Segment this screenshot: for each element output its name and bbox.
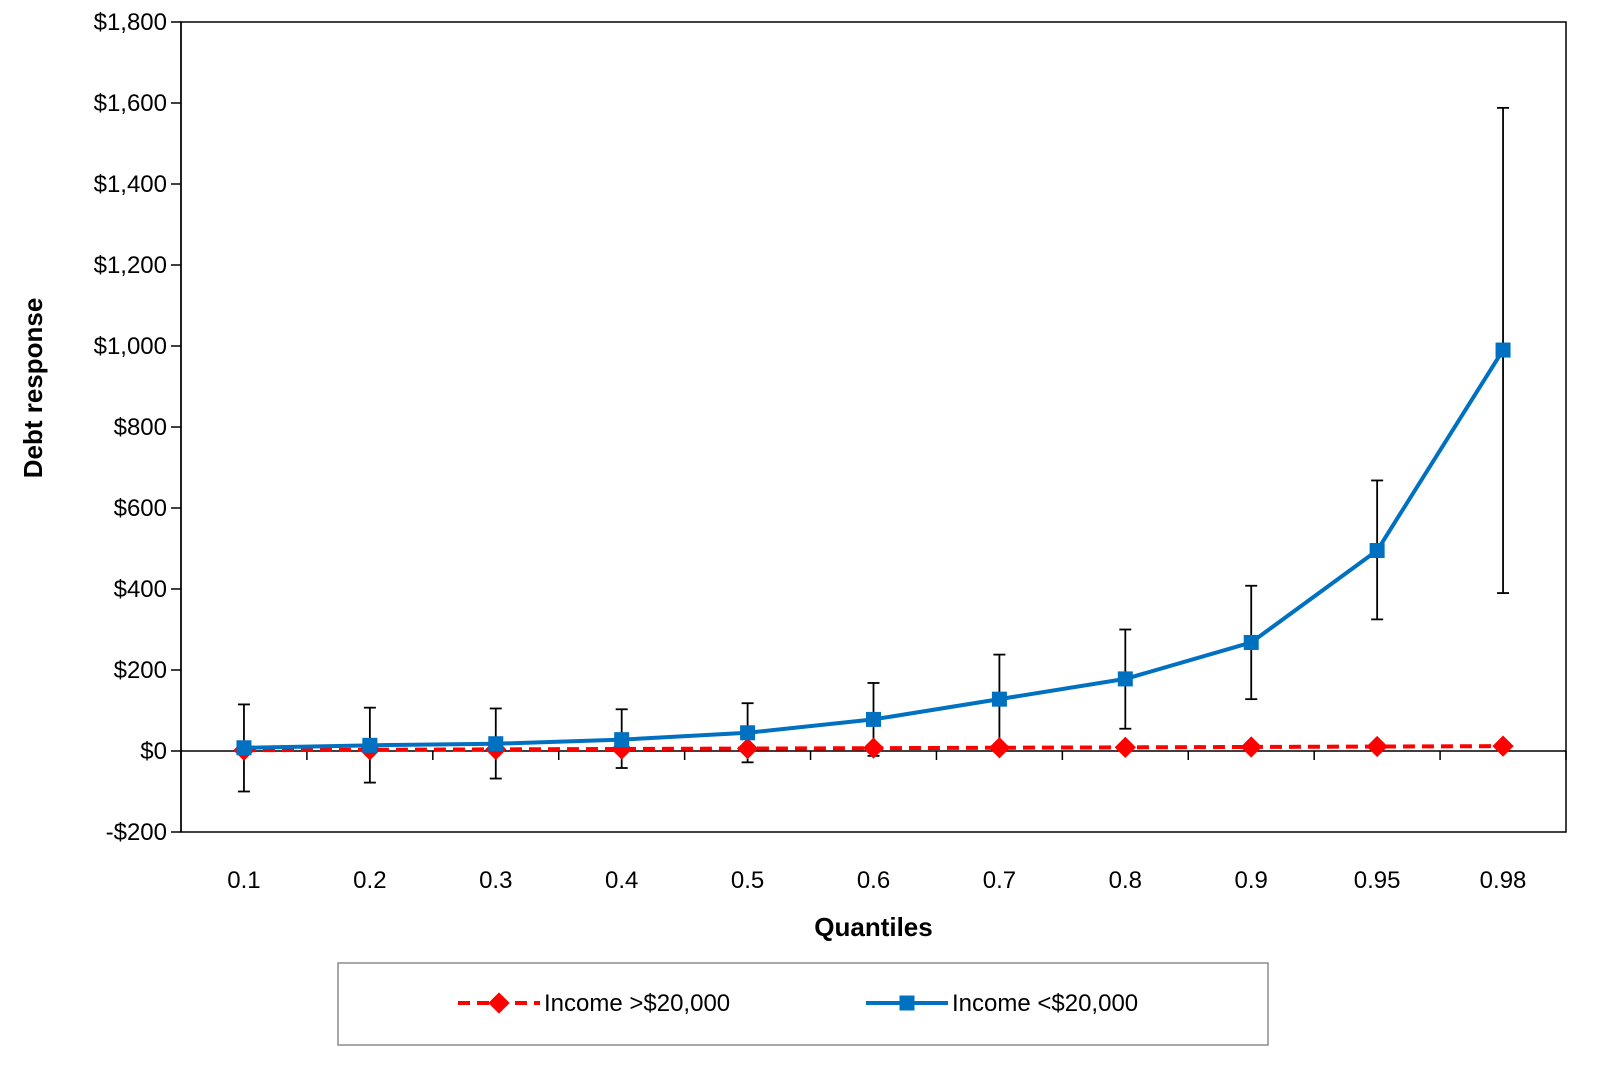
x-tick-label: 0.9: [1235, 867, 1268, 894]
axes-layer: -$200 $0 $200 $400 $600 $800 $1,000 $1,200 $1,40…: [94, 9, 1567, 894]
error-bars-layer: [237, 106, 1510, 793]
y-tick-label: $1,200: [94, 252, 167, 279]
x-tick-label: 0.95: [1354, 867, 1401, 894]
data-point-income-below-20000: [236, 740, 252, 756]
legend-entry-income-above-20000: Income >$20,000: [458, 990, 730, 1017]
data-point-income-above-20000: [1492, 735, 1514, 757]
data-point-income-above-20000: [736, 737, 759, 760]
x-tick-label: 0.5: [731, 867, 764, 894]
legend-label: Income <$20,000: [952, 990, 1138, 1017]
x-axis-title: Quantiles: [814, 912, 932, 942]
legend-swatch-marker: [899, 995, 915, 1011]
data-point-income-below-20000: [1117, 671, 1133, 687]
y-tick-label: $400: [114, 576, 167, 603]
data-point-income-below-20000: [1495, 342, 1511, 358]
data-point-income-above-20000: [1114, 736, 1136, 758]
y-tick-label: $1,600: [94, 90, 167, 117]
legend-label: Income >$20,000: [544, 990, 730, 1017]
x-tick-label: 0.6: [857, 867, 890, 894]
x-tick-label: 0.8: [1109, 867, 1142, 894]
y-tick-label: $600: [114, 495, 167, 522]
data-point-income-below-20000: [1243, 634, 1259, 650]
x-tick-label: 0.7: [983, 867, 1016, 894]
legend-items: Income >$20,000 Income <$20,000: [458, 990, 1138, 1017]
series-income-below-20000: [236, 342, 1511, 756]
data-point-income-above-20000: [988, 737, 1011, 759]
legend: Income >$20,000 Income <$20,000: [337, 962, 1269, 1046]
legend-entry-income-below-20000: Income <$20,000: [866, 990, 1138, 1017]
x-tick-label: 0.98: [1480, 867, 1527, 894]
data-point-income-below-20000: [488, 736, 504, 752]
series-income-above-20000: [233, 735, 1514, 761]
data-point-income-below-20000: [866, 711, 881, 727]
x-tick-label: 0.3: [479, 867, 512, 894]
x-tick-label: 0.2: [353, 867, 386, 894]
data-point-income-above-20000: [1366, 735, 1388, 758]
data-point-income-below-20000: [740, 725, 756, 741]
data-point-income-below-20000: [362, 737, 378, 753]
legend-swatch-marker: [488, 992, 510, 1014]
data-point-income-below-20000: [991, 691, 1007, 707]
x-tick-label: 0.1: [227, 867, 260, 894]
data-point-income-below-20000: [1369, 543, 1385, 559]
y-tick-label: -$200: [106, 819, 167, 846]
y-tick-label: $1,400: [94, 171, 167, 198]
y-tick-label: $0: [140, 738, 167, 765]
y-tick-label: $800: [114, 414, 167, 441]
y-tick-label: $1,000: [94, 333, 167, 360]
data-point-income-above-20000: [862, 737, 885, 759]
data-point-income-above-20000: [1240, 736, 1262, 758]
y-axis-title: Debt response: [18, 298, 48, 479]
series-layer: [233, 342, 1514, 761]
data-point-income-below-20000: [614, 732, 630, 748]
y-tick-label: $1,800: [94, 9, 167, 36]
y-tick-label: $200: [114, 657, 167, 684]
x-tick-label: 0.4: [605, 867, 638, 894]
